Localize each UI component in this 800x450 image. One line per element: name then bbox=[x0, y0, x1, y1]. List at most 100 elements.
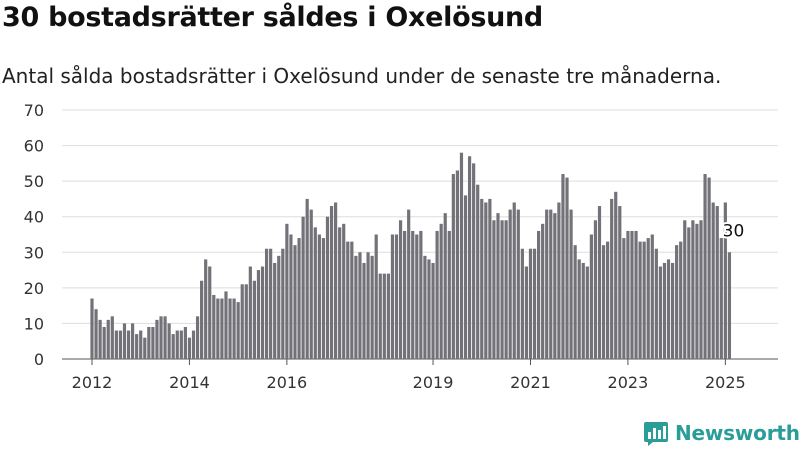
bar bbox=[394, 234, 399, 359]
bar bbox=[427, 259, 431, 359]
bar bbox=[593, 220, 598, 359]
bar bbox=[114, 330, 118, 359]
bar bbox=[658, 266, 662, 359]
bar bbox=[650, 234, 654, 359]
x-tick-label: 2023 bbox=[608, 373, 649, 392]
bar bbox=[155, 319, 159, 359]
bar bbox=[358, 252, 362, 359]
y-tick-label: 60 bbox=[24, 137, 44, 156]
x-tick-label: 2021 bbox=[510, 373, 551, 392]
newsworthy-bar-chart-icon bbox=[644, 422, 668, 446]
bar bbox=[541, 223, 545, 359]
bar bbox=[297, 238, 301, 359]
bar bbox=[342, 223, 346, 359]
bar bbox=[338, 227, 342, 359]
bar bbox=[329, 206, 334, 359]
bar bbox=[565, 177, 569, 359]
bar bbox=[386, 273, 390, 359]
bar bbox=[305, 198, 309, 359]
bar bbox=[610, 198, 614, 359]
bar bbox=[90, 298, 94, 359]
bar bbox=[455, 170, 459, 359]
bar bbox=[622, 238, 626, 359]
bar bbox=[346, 241, 350, 359]
bar bbox=[451, 174, 455, 359]
bar bbox=[638, 241, 642, 359]
bar bbox=[354, 255, 358, 359]
bar bbox=[435, 230, 439, 359]
bar bbox=[232, 298, 236, 359]
bar bbox=[139, 330, 143, 359]
bar bbox=[703, 174, 707, 359]
bar bbox=[122, 323, 127, 359]
bar bbox=[500, 220, 504, 359]
bar bbox=[350, 241, 354, 359]
y-tick-label: 0 bbox=[34, 350, 44, 369]
bar bbox=[431, 262, 435, 359]
bar bbox=[321, 238, 326, 359]
bar bbox=[699, 220, 703, 359]
brand-name: Newsworthy bbox=[675, 421, 800, 445]
bar bbox=[269, 248, 273, 359]
bar bbox=[687, 227, 691, 359]
value-annotation: 30 bbox=[723, 221, 745, 241]
bar bbox=[382, 273, 386, 359]
y-tick-label: 20 bbox=[24, 279, 44, 298]
bar bbox=[187, 337, 192, 359]
bar bbox=[618, 206, 622, 359]
bar bbox=[191, 330, 196, 359]
bar bbox=[545, 209, 549, 359]
x-axis: 2012 2014 2016 2019 2021 2023 2025 bbox=[72, 359, 746, 392]
bar bbox=[407, 209, 411, 359]
chart-title: 30 bostadsrätter såldes i Oxelösund bbox=[2, 2, 543, 33]
bar bbox=[459, 152, 464, 359]
bar bbox=[516, 209, 520, 359]
bar bbox=[179, 330, 183, 359]
bar bbox=[366, 252, 370, 359]
bar bbox=[118, 330, 123, 359]
bar bbox=[480, 198, 484, 359]
bar bbox=[317, 234, 321, 359]
bar bbox=[285, 223, 289, 359]
bar bbox=[362, 262, 366, 359]
bar bbox=[110, 316, 114, 359]
bar bbox=[512, 202, 516, 359]
bar bbox=[419, 230, 423, 359]
bar bbox=[597, 206, 602, 359]
bar bbox=[289, 234, 293, 359]
bar bbox=[642, 241, 646, 359]
bar bbox=[520, 248, 524, 359]
bar bbox=[662, 262, 667, 359]
bar bbox=[654, 248, 658, 359]
bar bbox=[273, 262, 277, 359]
bar bbox=[220, 298, 224, 359]
bar bbox=[463, 195, 468, 359]
x-tick-label: 2016 bbox=[267, 373, 308, 392]
bar bbox=[581, 262, 585, 359]
bar bbox=[670, 262, 675, 359]
y-axis: 0 10 20 30 40 50 60 70 bbox=[24, 101, 44, 369]
bar bbox=[171, 334, 175, 359]
bar bbox=[370, 255, 374, 359]
bar bbox=[208, 266, 212, 359]
bar bbox=[264, 248, 269, 359]
y-tick-label: 70 bbox=[24, 101, 44, 120]
bar bbox=[236, 302, 240, 359]
bar bbox=[679, 241, 683, 359]
bar bbox=[573, 245, 577, 359]
bar bbox=[378, 273, 382, 359]
bar bbox=[398, 220, 403, 359]
bar bbox=[175, 330, 179, 359]
bar bbox=[256, 270, 261, 359]
bar bbox=[443, 213, 447, 359]
bar bbox=[601, 245, 606, 359]
bar bbox=[715, 206, 719, 359]
bar bbox=[403, 230, 407, 359]
bar bbox=[163, 316, 167, 359]
bar bbox=[309, 209, 313, 359]
bar bbox=[528, 248, 533, 359]
bar bbox=[325, 216, 330, 359]
bar bbox=[472, 163, 476, 359]
bar bbox=[691, 220, 695, 359]
